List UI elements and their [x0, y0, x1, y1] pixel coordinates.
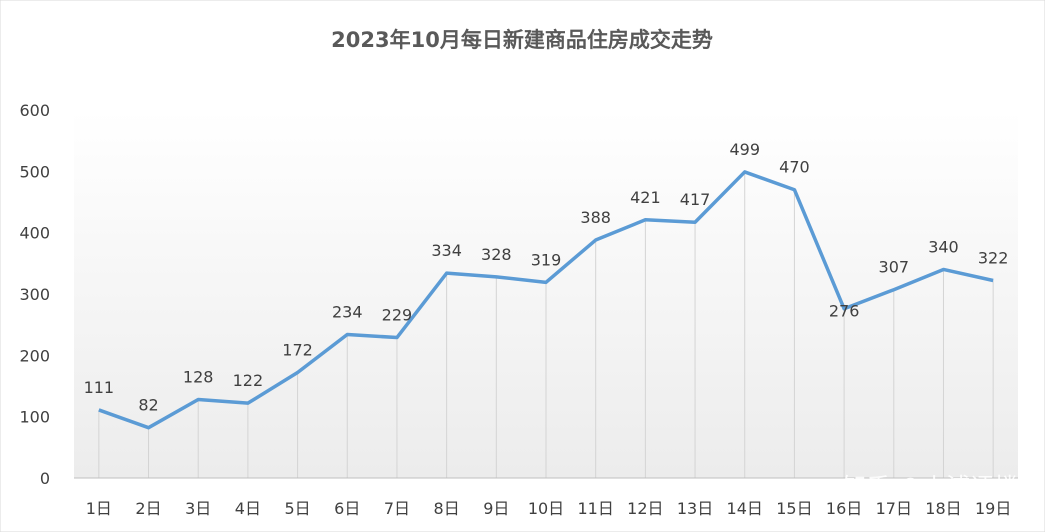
data-label: 234	[332, 302, 363, 321]
y-tick-label: 400	[19, 224, 50, 243]
y-tick-label: 200	[19, 346, 50, 365]
data-label: 307	[879, 258, 910, 277]
y-tick-label: 600	[19, 101, 50, 120]
data-label: 340	[928, 237, 959, 256]
y-tick-label: 100	[19, 408, 50, 427]
data-label: 499	[729, 140, 760, 159]
data-label: 111	[84, 378, 115, 397]
x-tick-label: 14日	[727, 499, 763, 518]
series-line	[98, 170, 994, 430]
x-tick-label: 2日	[135, 499, 161, 518]
x-tick-label: 15日	[776, 499, 812, 518]
data-label: 82	[138, 396, 158, 415]
watermark: 知乎 @小浦评楼	[842, 473, 1018, 501]
x-tick-label: 1日	[86, 499, 112, 518]
x-tick-label: 6日	[334, 499, 360, 518]
data-label: 388	[580, 208, 611, 227]
x-tick-label: 18日	[925, 499, 961, 518]
x-tick-label: 9日	[483, 499, 509, 518]
chart-title: 2023年10月每日新建商品住房成交走势	[331, 28, 713, 52]
data-label: 334	[431, 241, 462, 260]
x-tick-label: 3日	[185, 499, 211, 518]
data-label: 417	[680, 190, 711, 209]
x-axis: 1日 2日 3日 4日 5日 6日 7日 8日 9日 10日 11日 12日 13日 14日 15日 16日 1…	[86, 499, 1012, 518]
data-label: 421	[630, 188, 661, 207]
data-label: 319	[531, 250, 562, 269]
x-tick-label: 13日	[677, 499, 713, 518]
data-labels: 111 82 128 122 172 234 229 334 328 319 388 421 417 49…	[84, 140, 1009, 415]
y-tick-label: 0	[40, 469, 50, 488]
x-tick-label: 12日	[627, 499, 663, 518]
x-tick-label: 8日	[434, 499, 460, 518]
y-axis: 0 100 200 300 400 500 600	[19, 101, 50, 488]
x-tick-label: 17日	[876, 499, 912, 518]
x-tick-label: 16日	[826, 499, 862, 518]
y-tick-label: 300	[19, 285, 50, 304]
x-tick-label: 11日	[577, 499, 613, 518]
data-label: 322	[978, 249, 1009, 268]
x-tick-label: 4日	[235, 499, 261, 518]
data-label: 470	[779, 158, 810, 177]
data-label: 122	[233, 371, 264, 390]
x-tick-label: 19日	[975, 499, 1011, 518]
drop-lines	[98, 171, 994, 478]
data-label: 328	[481, 245, 512, 264]
y-tick-label: 500	[19, 162, 50, 181]
x-tick-label: 7日	[384, 499, 410, 518]
data-label: 229	[382, 306, 413, 325]
data-label: 128	[183, 367, 214, 386]
data-label: 172	[282, 341, 313, 360]
x-tick-label: 5日	[284, 499, 310, 518]
data-label: 276	[829, 302, 860, 321]
x-tick-label: 10日	[528, 499, 564, 518]
